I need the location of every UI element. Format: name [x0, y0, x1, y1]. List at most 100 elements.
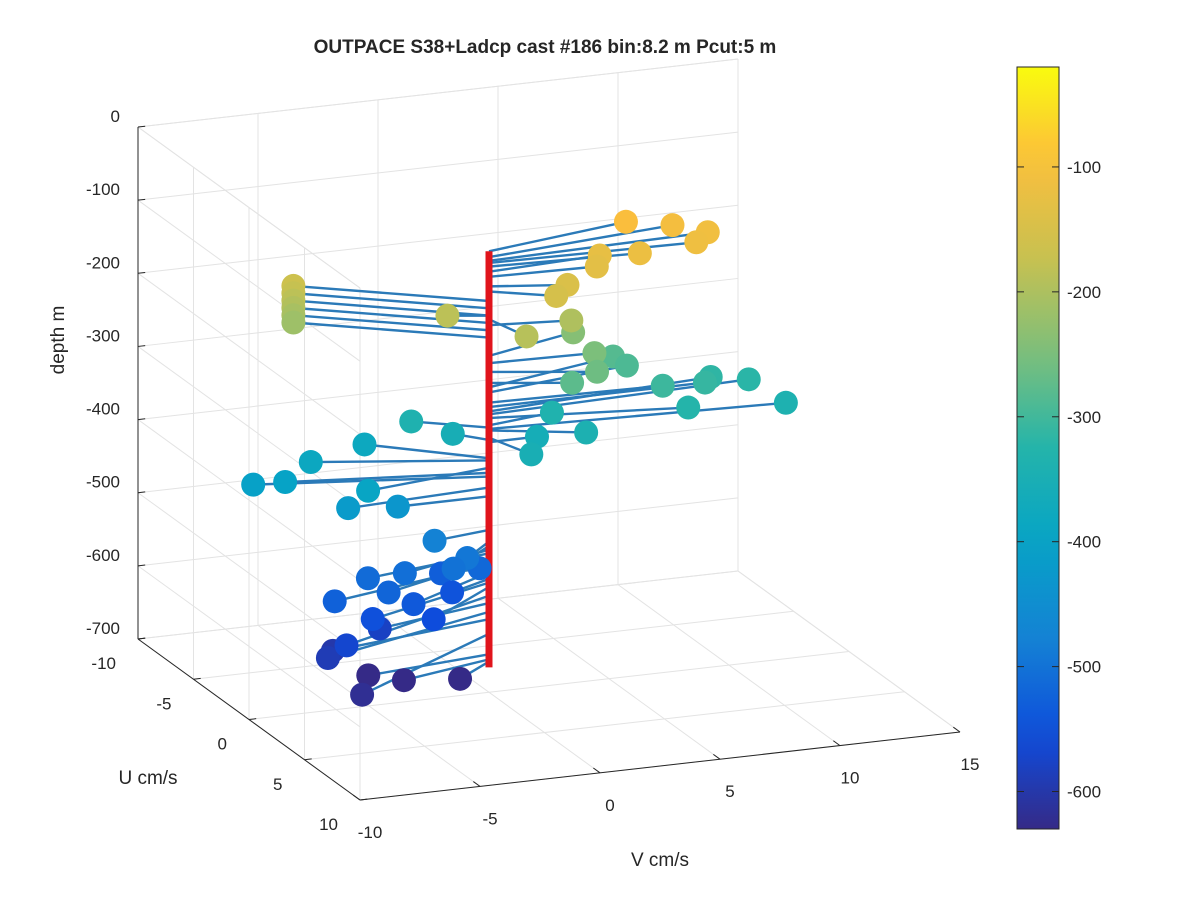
data-point — [422, 528, 447, 553]
data-point — [627, 241, 652, 266]
data-point — [336, 496, 361, 521]
chart-title: OUTPACE S38+Ladcp cast #186 bin:8.2 m Pc… — [314, 37, 777, 58]
data-point — [539, 400, 564, 425]
z-axis-label: depth m — [48, 306, 69, 375]
data-point — [693, 370, 717, 395]
grid-line — [137, 199, 361, 362]
velocity-stick — [285, 471, 490, 484]
velocity-stick — [488, 223, 673, 259]
x-tick-label: 15 — [961, 755, 980, 774]
data-point — [392, 561, 417, 586]
velocity-stick — [293, 299, 490, 317]
y-tick-label: 10 — [319, 815, 338, 834]
velocity-stick — [293, 313, 490, 332]
velocity-stick — [310, 459, 490, 464]
data-point — [352, 432, 377, 457]
z-tick-mark — [137, 345, 146, 347]
data-point — [350, 682, 375, 707]
velocity-stick — [293, 292, 490, 310]
data-point — [650, 373, 675, 398]
colorbar: -100 -200 -300 -400 -500 -600 — [1016, 66, 1101, 830]
colorbar-tick-label: -200 — [1067, 283, 1101, 302]
box-edge — [137, 58, 739, 128]
velocity-sticks — [253, 220, 786, 696]
x-tick-mark — [713, 753, 721, 760]
x-tick-label: -5 — [482, 809, 497, 828]
z-tick-label: -700 — [86, 619, 120, 638]
z-tick-label: -300 — [86, 326, 120, 345]
box-edge — [137, 126, 361, 289]
x-tick-label: -10 — [358, 823, 383, 842]
data-point — [514, 324, 539, 349]
data-point — [773, 390, 798, 415]
y-tick-label: -5 — [156, 694, 171, 713]
velocity-stick — [488, 401, 786, 431]
data-point — [281, 310, 306, 335]
data-point — [356, 663, 381, 688]
data-point — [315, 646, 340, 671]
y-tick-mark — [359, 798, 368, 801]
data-point — [613, 209, 638, 234]
data-point — [376, 580, 401, 605]
data-point — [574, 420, 599, 445]
velocity-stick — [488, 254, 600, 273]
data-point — [421, 607, 446, 632]
grid-layer — [137, 58, 961, 801]
grid-line — [137, 570, 739, 640]
grid-line — [248, 651, 850, 720]
velocity-stick — [368, 653, 490, 677]
grid-line — [137, 565, 361, 728]
z-tick-label: -400 — [86, 400, 120, 419]
velocity-stick — [293, 284, 490, 303]
x-tick-mark — [353, 794, 361, 801]
z-tick-label: -500 — [86, 473, 120, 492]
x-axis-line — [359, 731, 961, 801]
z-tick-mark — [137, 564, 146, 567]
data-point — [684, 230, 709, 255]
data-point — [298, 450, 323, 475]
x-tick-mark — [953, 726, 961, 733]
velocity-stick — [488, 319, 572, 327]
grid-line — [137, 492, 361, 655]
data-point — [584, 254, 609, 279]
data-point — [519, 442, 544, 467]
box-edge — [737, 570, 961, 733]
x-tick-label: 10 — [841, 769, 860, 788]
data-point — [322, 589, 347, 614]
z-tick-label: 0 — [111, 107, 120, 126]
x-tick-label: 5 — [725, 782, 734, 801]
velocity-stick — [488, 265, 597, 279]
z-tick-mark — [137, 418, 146, 421]
velocity-stick — [397, 495, 490, 508]
data-point — [585, 359, 610, 384]
y-tick-label: 0 — [218, 735, 227, 754]
colorbar-tick-label: -400 — [1067, 533, 1101, 552]
data-point — [399, 409, 424, 434]
velocity-stick — [372, 581, 490, 621]
data-point — [559, 308, 584, 333]
grid-line — [137, 131, 739, 201]
y-tick-mark — [193, 677, 201, 680]
colorbar-gradient — [1016, 66, 1060, 830]
x-tick-label: 0 — [605, 796, 614, 815]
z-tick-mark — [137, 198, 146, 201]
x-axis-label: V cm/s — [631, 850, 689, 871]
data-point — [440, 421, 465, 446]
z-tick-mark — [137, 125, 146, 128]
z-tick-label: -100 — [86, 180, 120, 199]
data-point — [560, 370, 585, 395]
data-point — [448, 666, 473, 691]
velocity-stick — [488, 406, 689, 420]
velocity-stick — [347, 486, 490, 510]
velocity-stick — [488, 351, 595, 365]
z-tick-mark — [137, 637, 146, 640]
data-point — [356, 478, 381, 503]
y-tick-mark — [304, 758, 312, 761]
data-point — [401, 592, 426, 617]
grid-line — [137, 204, 739, 274]
data-point — [391, 668, 416, 693]
data-point — [435, 303, 460, 328]
velocity-stick — [403, 658, 490, 682]
data-point — [360, 607, 385, 632]
